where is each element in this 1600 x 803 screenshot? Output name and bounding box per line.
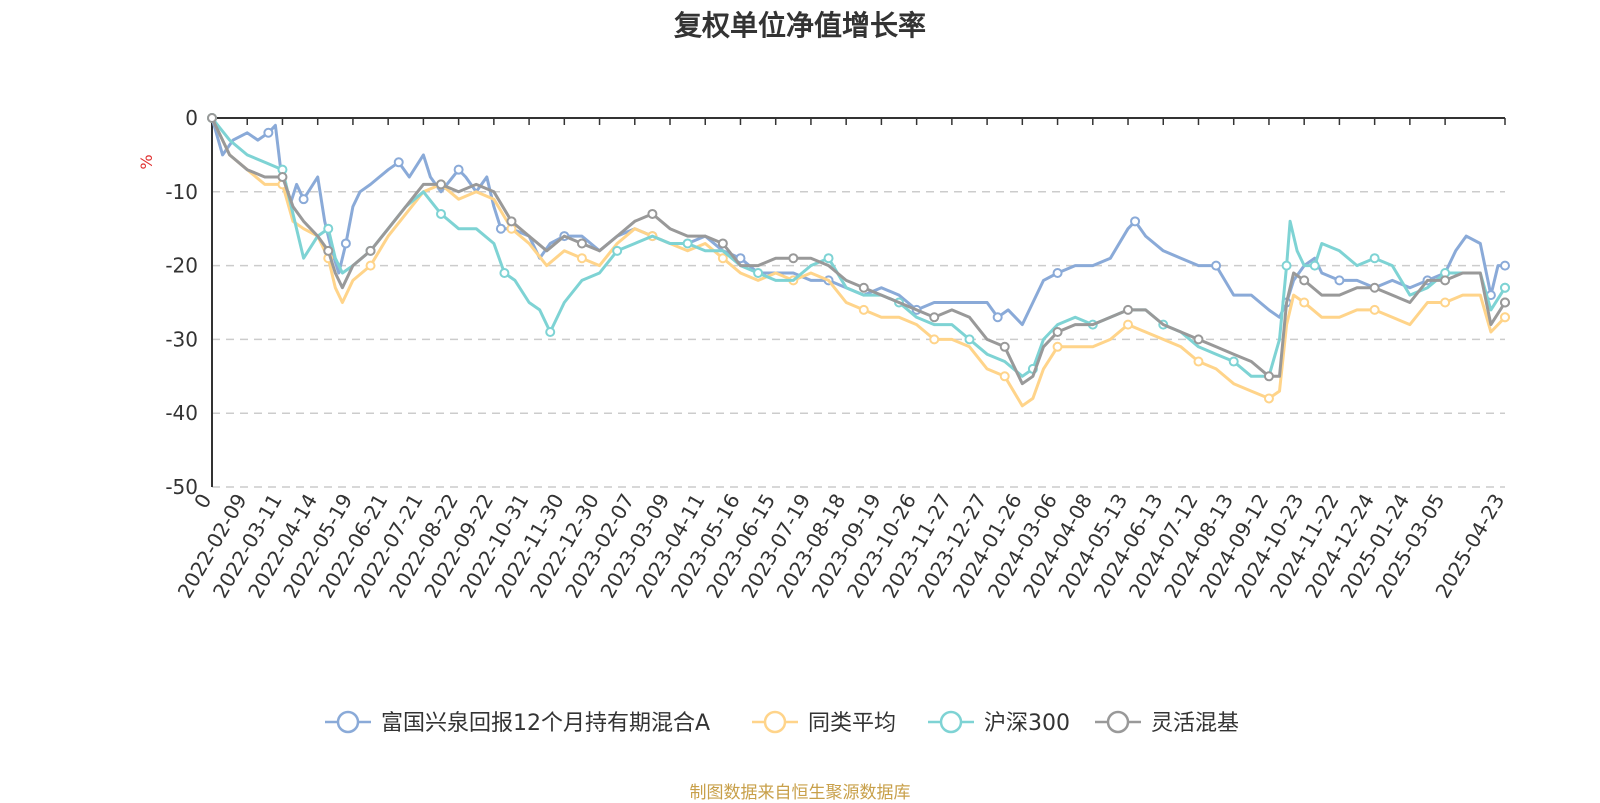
series-point-3 — [999, 341, 1010, 352]
series-point-1 — [1299, 297, 1310, 308]
series-point-1 — [1263, 393, 1274, 404]
chart-title: 复权单位净值增长率 — [673, 9, 926, 42]
series-point-2 — [1309, 260, 1320, 271]
series-point-1 — [576, 253, 587, 264]
series-point-0 — [263, 127, 274, 138]
series-point-3 — [277, 172, 288, 183]
series-point-3 — [1052, 327, 1063, 338]
series-point-1 — [717, 253, 728, 264]
series-point-3 — [506, 216, 517, 227]
y-tick-label: -20 — [165, 254, 198, 278]
series-point-3 — [1440, 275, 1451, 286]
x-tick-label: 0 — [189, 490, 216, 513]
series-point-0 — [340, 238, 351, 249]
series-layer — [207, 113, 1510, 408]
series-point-3 — [1299, 275, 1310, 286]
series-point-2 — [1228, 356, 1239, 367]
series-point-0 — [1211, 260, 1222, 271]
series-point-3 — [788, 253, 799, 264]
legend-label: 灵活混基 — [1151, 711, 1239, 736]
source-footer: 制图数据来自恒生聚源数据库 — [689, 783, 911, 803]
series-point-0 — [298, 194, 309, 205]
series-point-2 — [1500, 282, 1510, 293]
series-point-1 — [365, 260, 376, 271]
series-point-0 — [495, 223, 506, 234]
series-point-1 — [1052, 341, 1063, 352]
series-point-1 — [858, 304, 869, 315]
series-point-0 — [1130, 216, 1141, 227]
y-tick-label: -50 — [165, 475, 198, 499]
series-point-0 — [453, 164, 464, 175]
series-point-0 — [1334, 275, 1345, 286]
series-point-3 — [1193, 334, 1204, 345]
series-point-2 — [499, 267, 510, 278]
legend: 富国兴泉回报12个月持有期混合A 同类平均 沪深300 灵活混基 — [325, 710, 1239, 736]
series-point-2 — [323, 223, 334, 234]
legend-label: 富国兴泉回报12个月持有期混合A — [381, 711, 710, 736]
series-point-3 — [647, 208, 658, 219]
series-point-0 — [393, 157, 404, 168]
series-point-1 — [999, 371, 1010, 382]
y-tick-label: -10 — [165, 180, 198, 204]
series-point-2 — [682, 238, 693, 249]
series-point-1 — [1369, 304, 1380, 315]
series-point-0 — [1052, 267, 1063, 278]
series-point-3 — [365, 245, 376, 256]
series-point-2 — [545, 327, 556, 338]
series-point-2 — [823, 253, 834, 264]
series-point-2 — [753, 267, 764, 278]
series-point-1 — [1440, 297, 1451, 308]
series-point-3 — [929, 312, 940, 323]
series-point-3 — [323, 245, 334, 256]
series-point-2 — [612, 245, 623, 256]
legend-swatch-marker — [763, 710, 787, 734]
series-point-1 — [1193, 356, 1204, 367]
y-tick-label: -40 — [165, 401, 198, 425]
series-point-1 — [1123, 319, 1134, 330]
series-point-3 — [1369, 282, 1380, 293]
y-axis-unit-label: % — [137, 154, 156, 169]
legend-swatch-marker — [1106, 710, 1130, 734]
series-point-2 — [1281, 260, 1292, 271]
series-point-2 — [436, 208, 447, 219]
series-point-3 — [1500, 297, 1510, 308]
series-line-3 — [210, 117, 1507, 386]
legend-label: 同类平均 — [808, 711, 896, 736]
series-point-3 — [576, 238, 587, 249]
axis-layer: 0-10-20-30-40-5002022-02-092022-03-11202… — [165, 106, 1509, 602]
series-point-1 — [1500, 312, 1510, 323]
series-point-3 — [858, 282, 869, 293]
series-line-2 — [210, 117, 1507, 378]
series-point-2 — [964, 334, 975, 345]
legend-label: 沪深300 — [984, 711, 1070, 736]
series-point-0 — [992, 312, 1003, 323]
series-point-1 — [929, 334, 940, 345]
legend-swatch-marker — [336, 710, 360, 734]
y-tick-label: -30 — [165, 327, 198, 351]
series-point-3 — [1123, 304, 1134, 315]
legend-swatch-marker — [939, 710, 963, 734]
series-point-2 — [1369, 253, 1380, 264]
series-point-3 — [207, 113, 217, 123]
series-point-3 — [717, 238, 728, 249]
grid-layer — [212, 191, 1505, 488]
y-tick-label: 0 — [185, 106, 198, 130]
series-point-3 — [436, 179, 447, 190]
series-point-3 — [1263, 371, 1274, 382]
series-point-0 — [1500, 260, 1510, 271]
